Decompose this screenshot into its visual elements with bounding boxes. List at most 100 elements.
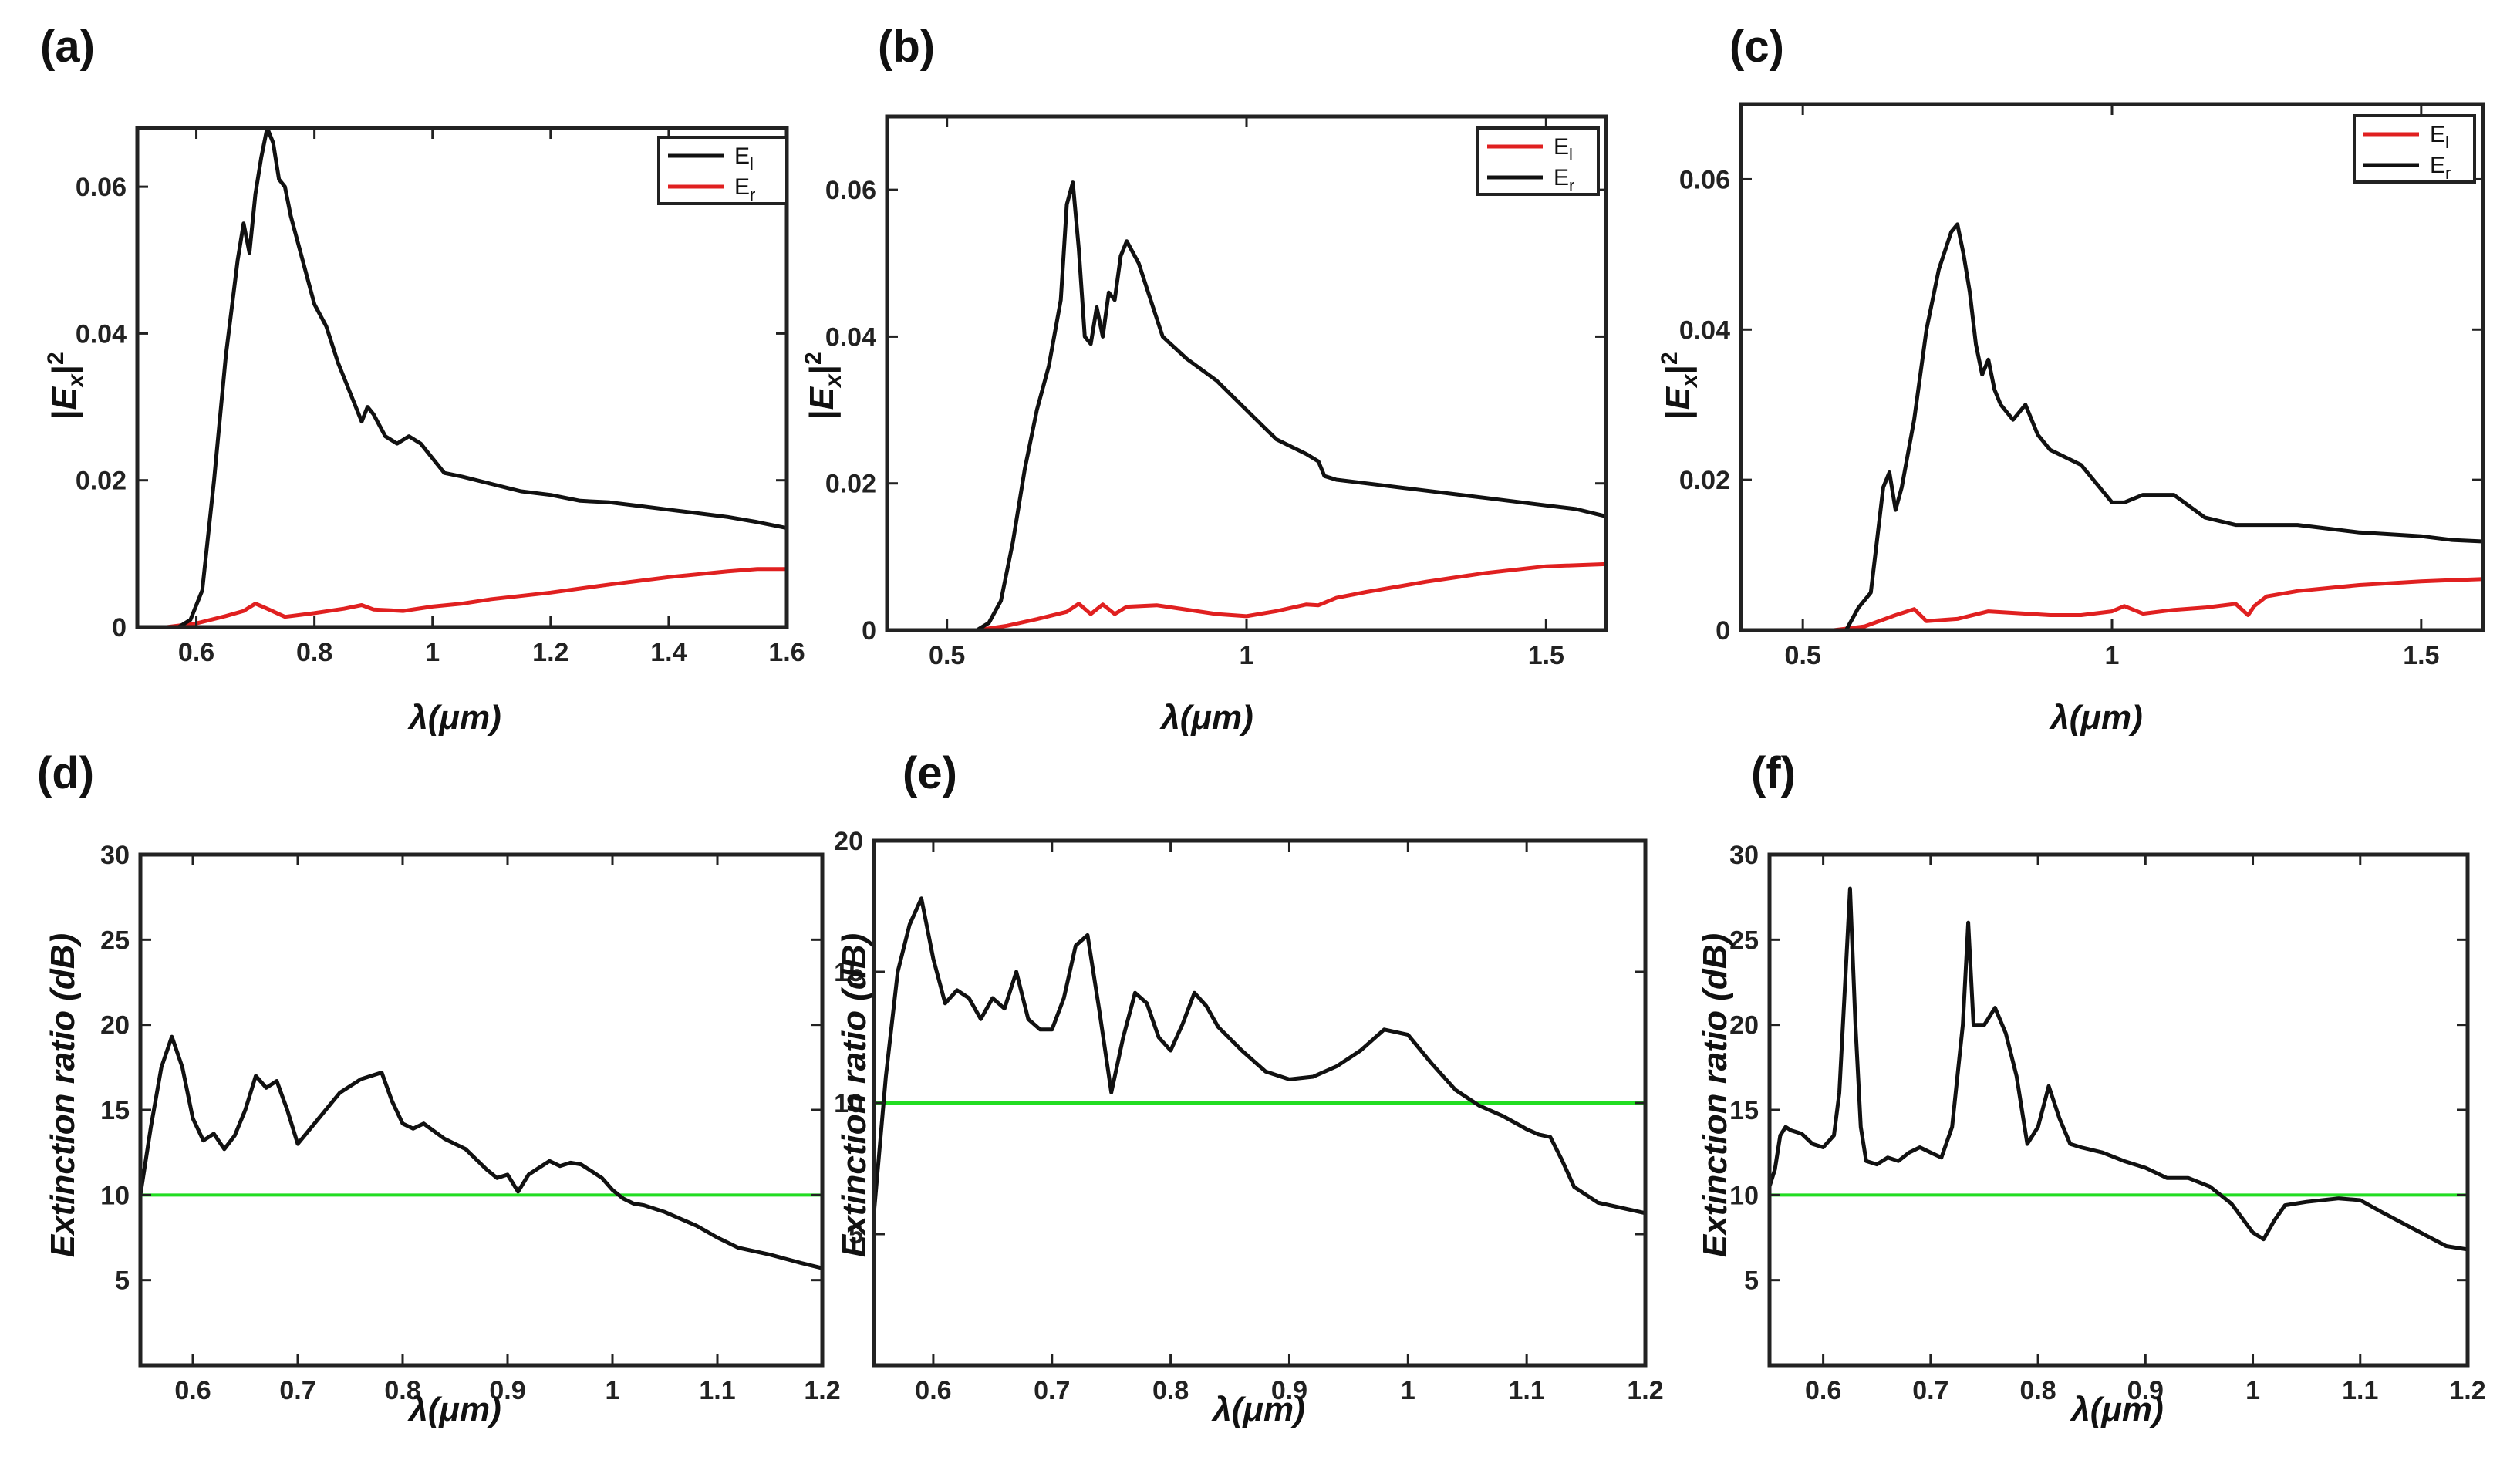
x-axis-label-part: μm: [1241, 1391, 1294, 1428]
panel-letter: (b): [878, 22, 935, 72]
series-line-Extinction ratio: [1770, 886, 2468, 1252]
x-tick-label: 1.1: [699, 1376, 735, 1405]
y-tick-label: 5: [115, 1266, 130, 1296]
x-tick-label: 0.9: [1271, 1376, 1307, 1405]
x-tick-label: 0.7: [1034, 1376, 1070, 1405]
legend-label-main: E: [1554, 165, 1569, 191]
y-axis-label: |Ex|2: [1657, 352, 1702, 419]
legend-label: Er: [734, 174, 755, 204]
x-axis-label-part: ): [2149, 1391, 2164, 1428]
x-tick-label: 0.5: [1785, 641, 1821, 670]
x-tick-label: 1.4: [650, 638, 687, 667]
plot-area: [140, 855, 822, 1365]
x-tick-label: 0.6: [178, 638, 214, 667]
x-tick-label: 1.2: [1627, 1376, 1663, 1405]
y-tick-label: 30: [1729, 841, 1759, 870]
y-label-sup: 2: [801, 352, 826, 365]
x-axis-label-part: ): [487, 1391, 501, 1428]
x-tick-label: 1.2: [804, 1376, 840, 1405]
y-tick-label: 20: [834, 827, 863, 856]
x-axis-label: λ(μm): [2070, 1391, 2163, 1428]
y-tick-label: 0: [112, 613, 127, 643]
y-tick-label: 0.02: [1679, 466, 1730, 495]
y-tick-label: 5: [1744, 1266, 1759, 1296]
x-axis-label: λ(μm): [407, 1391, 501, 1428]
x-axis-label-part: λ(: [1159, 699, 1194, 737]
plot-area: [887, 116, 1606, 630]
x-axis-label-part: λ(: [1211, 1391, 1246, 1428]
x-tick-label: 1.5: [1528, 641, 1564, 670]
x-tick-label: 1.1: [1509, 1376, 1545, 1405]
y-tick-label: 15: [834, 958, 863, 987]
y-tick-label: 25: [1729, 926, 1759, 955]
chart-panel-6: (f) 0.6 0.7 0.8 0.9 1 1.1 1.2 5 10 15 20 25 30 λ(μm) Ex…: [1696, 748, 2486, 1428]
series-line-Er: [1831, 222, 2483, 630]
x-tick-label: 1: [1240, 641, 1254, 670]
y-tick-label: 0.04: [76, 319, 127, 349]
y-label-E: E: [1659, 386, 1697, 410]
y-label-bar: |: [1659, 365, 1698, 374]
x-tick-label: 0.6: [915, 1376, 951, 1405]
y-axis-label: |Ex|2: [801, 352, 846, 419]
x-axis-label: λ(μm): [407, 699, 501, 737]
x-axis-label-part: μm: [437, 699, 490, 737]
panel-letter: (a): [40, 22, 95, 72]
plot-area: [1741, 104, 2483, 630]
y-label-E: E: [803, 386, 841, 410]
y-tick-label: 20: [100, 1011, 130, 1040]
x-axis-label-part: μm: [1189, 699, 1242, 737]
x-tick-label: 1.1: [2342, 1376, 2378, 1405]
y-tick-label: 0: [1716, 616, 1730, 646]
plot-area: [1770, 855, 2468, 1365]
y-tick-label: 10: [100, 1181, 130, 1210]
legend-label: Er: [2430, 153, 2451, 183]
legend-label: El: [1554, 134, 1573, 164]
x-tick-label: 1: [2105, 641, 2120, 670]
legend-label: El: [2430, 122, 2449, 152]
x-tick-label: 0.6: [174, 1376, 211, 1405]
x-tick-label: 1.6: [768, 638, 805, 667]
x-tick-label: 1.5: [2403, 641, 2439, 670]
x-tick-label: 0.8: [2019, 1376, 2056, 1405]
legend-label-main: E: [734, 174, 750, 200]
y-label-bar: |: [803, 365, 842, 374]
x-tick-label: 0.6: [1805, 1376, 1841, 1405]
x-axis-label-part: μm: [437, 1391, 490, 1428]
legend-label-sub: r: [2445, 164, 2451, 183]
legend-box: [2353, 114, 2476, 184]
series-line-El: [975, 562, 1606, 630]
x-axis-label-part: ): [2128, 699, 2143, 737]
x-axis-label-part: λ(: [2049, 699, 2083, 737]
legend-label-sub: l: [750, 154, 754, 174]
series-line-Extinction ratio: [874, 896, 1645, 1216]
y-axis-label: Extinction ratio (dB): [835, 933, 873, 1257]
x-axis-label: λ(μm): [1159, 699, 1253, 737]
x-tick-label: 1.2: [532, 638, 568, 667]
y-tick-label: 15: [100, 1096, 130, 1125]
x-axis-label-part: μm: [2100, 1391, 2152, 1428]
y-label-bar: |: [46, 410, 84, 419]
legend-label-sub: l: [2445, 133, 2449, 152]
y-axis-label: Extinction ratio (dB): [44, 933, 82, 1257]
x-tick-label: 0.7: [1912, 1376, 1948, 1405]
y-tick-label: 0.04: [825, 322, 876, 352]
x-tick-label: 0.7: [279, 1376, 315, 1405]
y-label-sub: x: [63, 373, 89, 389]
y-axis-label: |Ex|2: [43, 352, 89, 419]
legend-label: El: [734, 143, 754, 174]
y-tick-label: 15: [1729, 1096, 1759, 1125]
y-tick-label: 0.06: [1679, 165, 1730, 194]
y-tick-label: 20: [1729, 1011, 1759, 1040]
legend-box: [1476, 126, 1600, 196]
x-axis-label-part: ): [1239, 699, 1253, 737]
y-axis-label: Extinction ratio (dB): [1696, 933, 1734, 1257]
y-label-bar: |: [1659, 410, 1698, 419]
x-axis-label-part: λ(: [407, 699, 442, 737]
plot-area: [137, 128, 787, 627]
x-axis-label-part: μm: [2079, 699, 2131, 737]
legend-label-sub: r: [1569, 176, 1574, 195]
